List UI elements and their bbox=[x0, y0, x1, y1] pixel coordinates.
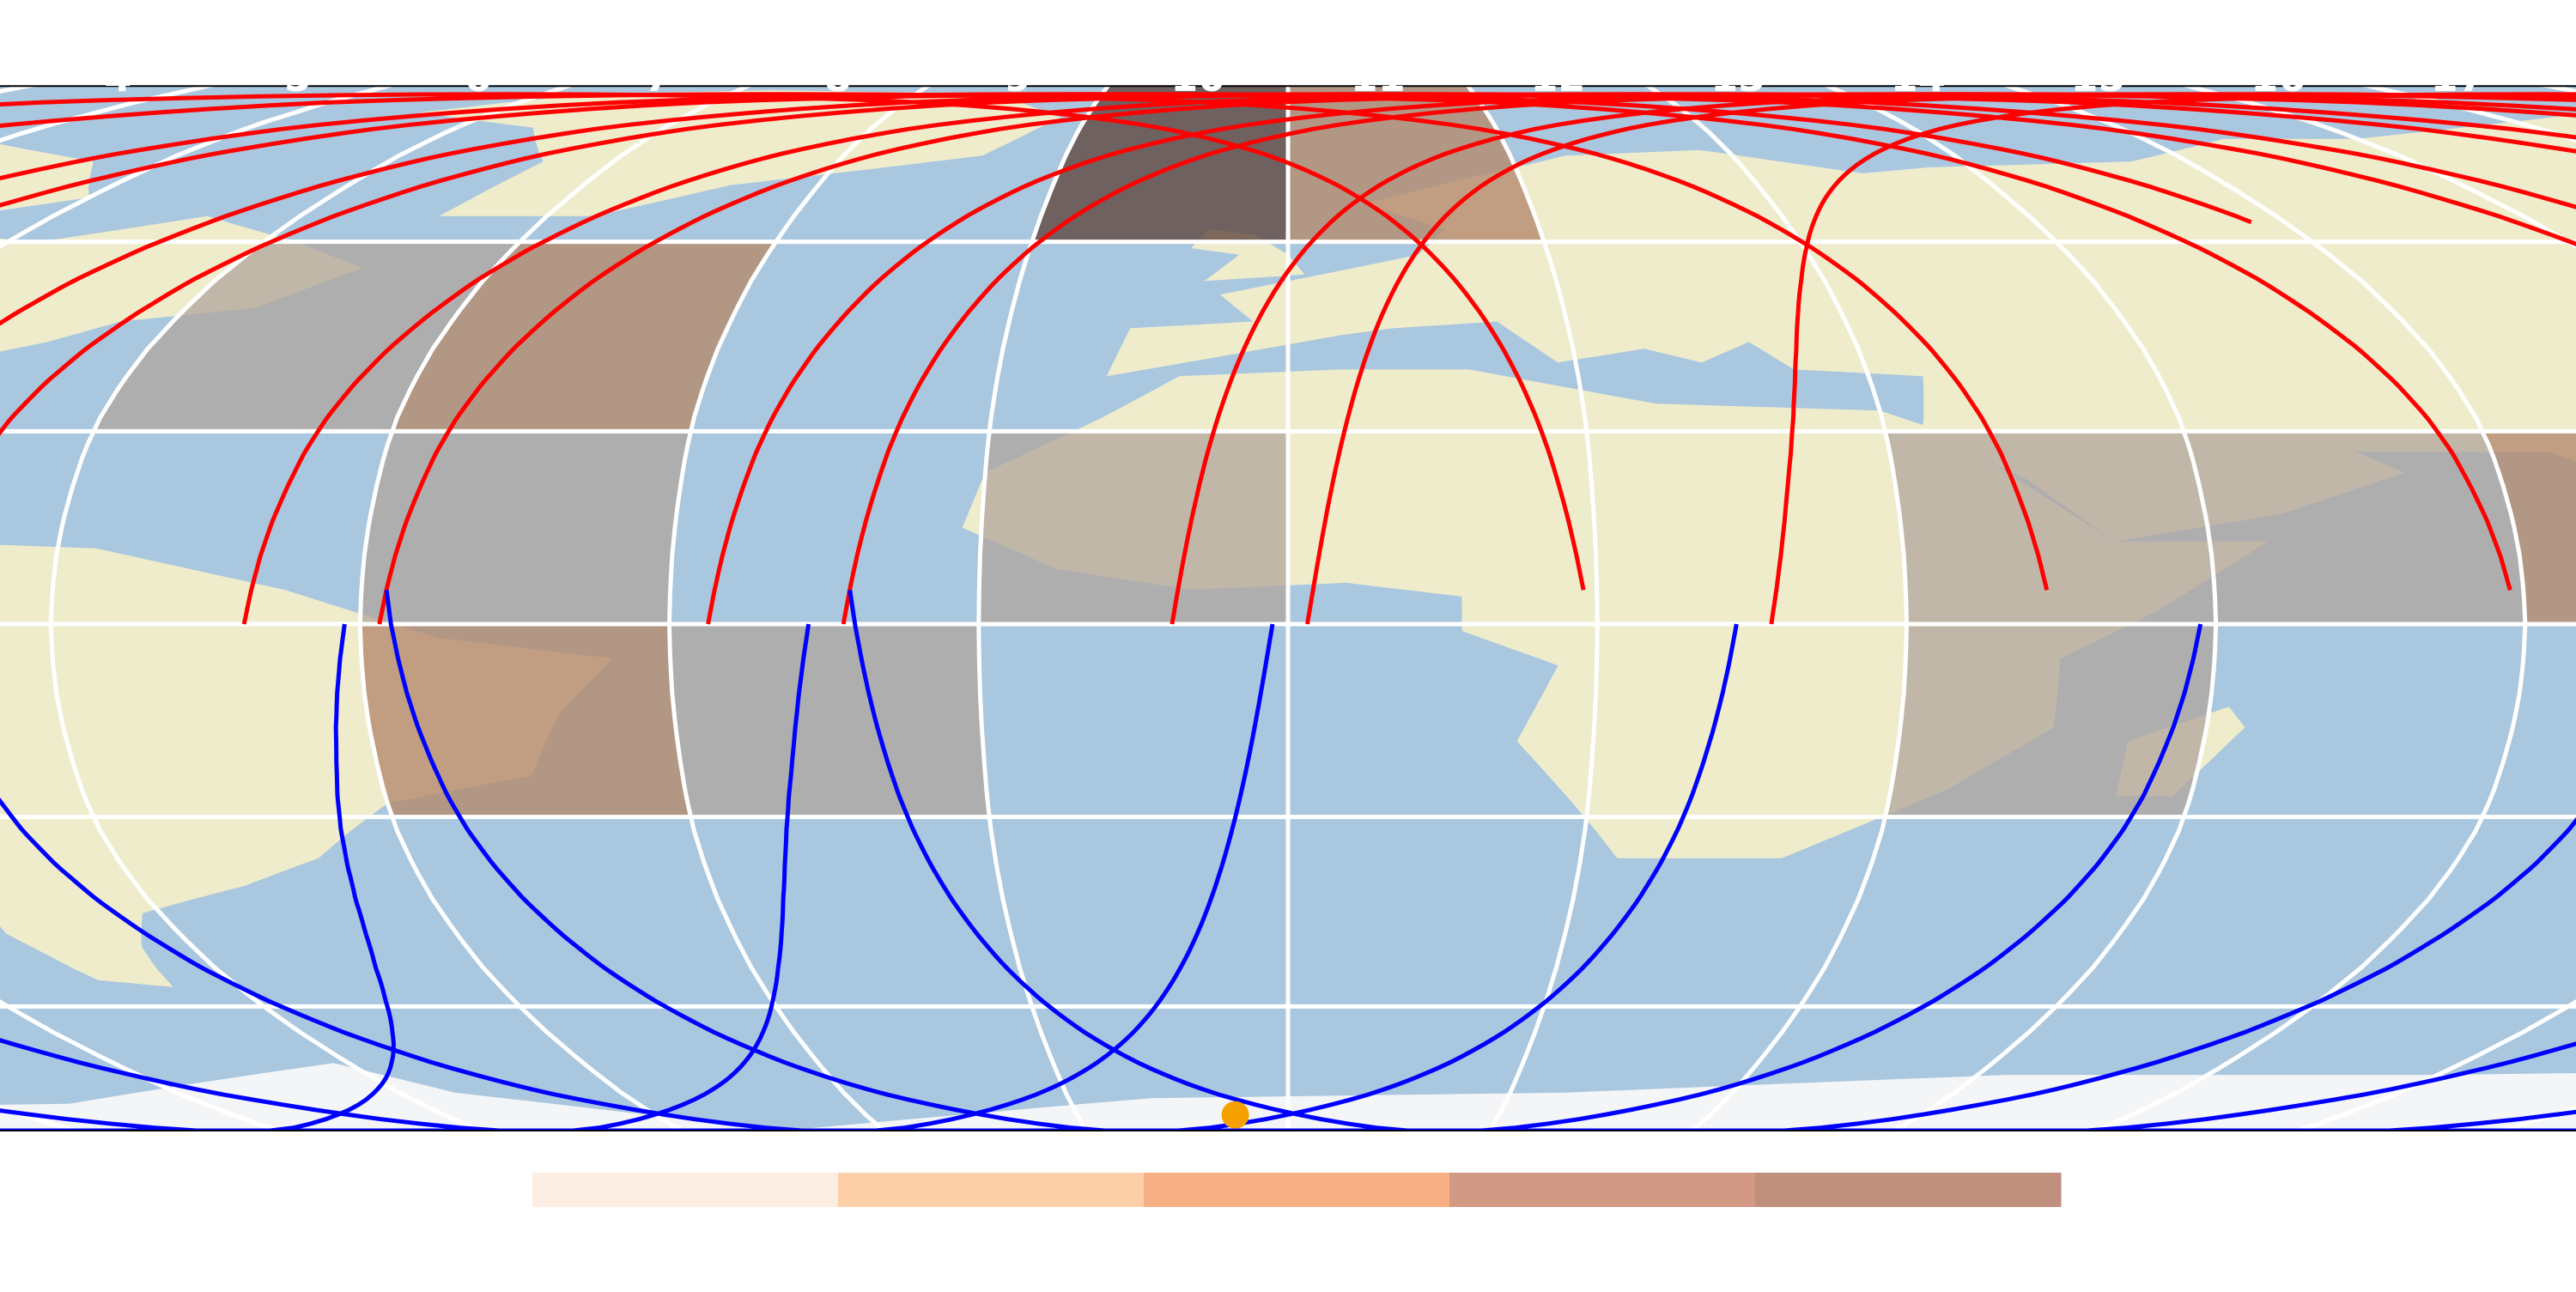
column-label: 11 bbox=[1351, 54, 1406, 100]
column-label: 16 bbox=[2251, 54, 2306, 100]
column-label: 7 bbox=[644, 54, 671, 100]
grid-cell-overlay bbox=[1885, 624, 2215, 817]
column-label: 5 bbox=[284, 54, 312, 100]
column-label: 4 bbox=[104, 54, 131, 100]
grid-cell-overlay bbox=[360, 624, 690, 817]
legend-swatch bbox=[1755, 1173, 2062, 1207]
legend-swatch bbox=[1144, 1173, 1450, 1207]
column-label: 12 bbox=[1530, 54, 1585, 100]
grid-cell-overlay bbox=[979, 431, 1288, 624]
column-label: 6 bbox=[464, 54, 491, 100]
legend-swatch bbox=[838, 1173, 1145, 1207]
grid-cell-overlay bbox=[360, 431, 690, 624]
grid-cell-overlay bbox=[1885, 431, 2215, 624]
grid-cell-overlay bbox=[670, 624, 990, 817]
column-label: 10 bbox=[1170, 54, 1225, 100]
column-label: 13 bbox=[1710, 54, 1765, 100]
column-label: 17 bbox=[2431, 54, 2486, 100]
color-legend bbox=[532, 1173, 2062, 1207]
legend-swatch bbox=[1449, 1173, 1756, 1207]
column-label: 9 bbox=[1004, 54, 1031, 100]
column-label: 14 bbox=[1891, 54, 1946, 100]
location-marker bbox=[1222, 1101, 1249, 1129]
column-label: 8 bbox=[824, 54, 852, 100]
grid-cell-overlay bbox=[2184, 431, 2525, 624]
column-label: 15 bbox=[2070, 54, 2125, 100]
legend-swatch bbox=[532, 1173, 839, 1207]
